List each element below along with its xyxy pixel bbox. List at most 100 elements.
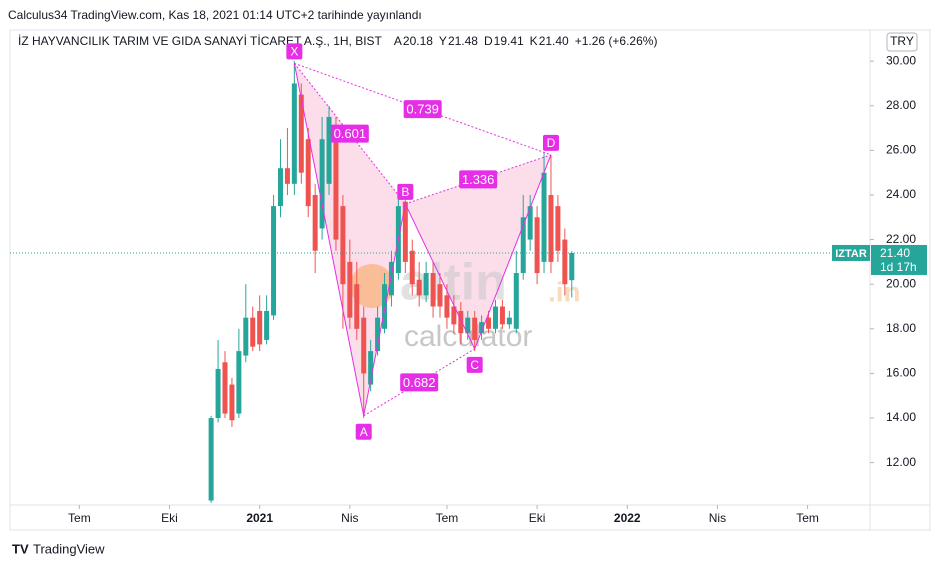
y-tick-label: 30.00 <box>886 53 916 67</box>
y-tick-label: 20.00 <box>886 276 916 290</box>
point-label: X <box>290 45 298 59</box>
candle-body <box>430 273 436 307</box>
point-box <box>397 183 414 200</box>
candle-body <box>402 201 408 262</box>
candle-body <box>465 317 471 334</box>
candle-body <box>486 317 492 329</box>
ratio-box <box>403 100 442 119</box>
x-tick-label: 2022 <box>614 511 641 525</box>
x-tick-label: 2021 <box>246 511 273 525</box>
candle-body <box>264 310 270 340</box>
candle-body <box>423 273 429 296</box>
pattern-fill-bcd <box>405 154 551 349</box>
last-price: 21.40 <box>880 246 910 260</box>
ohlc-value: 20.18 <box>403 34 433 48</box>
candle-body <box>222 362 228 414</box>
ohlc-value: 19.41 <box>494 34 524 48</box>
x-tick-label: Tem <box>796 511 819 525</box>
candle-body <box>326 116 332 184</box>
x-tick-label: Eki <box>161 511 178 525</box>
candle-body <box>361 317 367 374</box>
point-box <box>355 423 372 440</box>
candle-body <box>277 168 283 207</box>
candle-body <box>382 284 388 329</box>
candle-body <box>229 384 235 421</box>
ohlc-value: 21.40 <box>539 34 569 48</box>
x-tick-label: Eki <box>529 511 546 525</box>
currency[interactable]: TRY <box>890 34 914 48</box>
candle-body <box>375 317 381 352</box>
candle-body <box>354 284 360 329</box>
ratio-box <box>400 373 439 392</box>
ratio-box <box>459 170 498 189</box>
ohlc-label: K <box>530 34 538 48</box>
ticker: IZTAR <box>835 248 867 260</box>
candle-body <box>271 206 277 316</box>
y-tick-label: 16.00 <box>886 366 916 380</box>
candle-body <box>291 83 297 184</box>
candle-body <box>312 194 318 251</box>
ratio-label: 0.739 <box>406 102 439 117</box>
footer: TradingView <box>33 541 105 556</box>
candle-body <box>243 317 249 356</box>
candle-body <box>534 217 540 274</box>
point-label: B <box>401 185 409 199</box>
candle-body <box>298 94 304 173</box>
candle-body <box>513 273 519 329</box>
x-tick-label: Nis <box>341 511 358 525</box>
candle-body <box>250 317 256 347</box>
footer-logo: TV <box>12 541 29 556</box>
x-tick-label: Tem <box>68 511 91 525</box>
candle-body <box>409 250 415 285</box>
candle-body <box>562 239 568 285</box>
ratio-box <box>330 124 369 143</box>
candle-body <box>437 284 443 307</box>
candle-body <box>458 310 464 334</box>
price-tag <box>871 244 927 275</box>
ratio-label: 0.601 <box>334 126 367 141</box>
ratio-label: 1.336 <box>462 172 495 187</box>
ticker-tag <box>832 244 870 261</box>
candle-body <box>215 368 221 419</box>
candle-body <box>451 306 457 325</box>
point-box <box>286 43 303 60</box>
ohlc-label: Y <box>439 34 447 48</box>
candle-body <box>548 194 554 262</box>
x-tick-label: Tem <box>436 511 459 525</box>
candle-body <box>499 306 505 325</box>
candle-body <box>527 206 533 240</box>
candle-body <box>340 206 346 285</box>
point-label: C <box>470 358 479 372</box>
candle-body <box>555 206 561 251</box>
publisher: Calculus34 TradingView.com, Kas 18, 2021… <box>8 8 422 22</box>
y-tick-label: 26.00 <box>886 143 916 157</box>
candle-body <box>284 168 290 184</box>
point-box <box>542 134 559 151</box>
candle-body <box>472 317 478 340</box>
candle-body <box>569 252 575 281</box>
countdown: 1d 17h <box>880 260 917 274</box>
ratio-label: 0.682 <box>403 375 436 390</box>
y-tick-label: 14.00 <box>886 410 916 424</box>
candle-body <box>257 310 263 345</box>
point-box <box>466 356 483 373</box>
candle-body <box>416 279 422 296</box>
change: +1.26 (+6.26%) <box>575 34 658 48</box>
y-tick-label: 28.00 <box>886 98 916 112</box>
candle-body <box>479 322 485 334</box>
frame <box>9 29 931 531</box>
currency-button[interactable] <box>886 32 918 52</box>
point-label: A <box>360 425 368 439</box>
ohlc-label: A <box>394 34 402 48</box>
ohlc-label: D <box>484 34 493 48</box>
candle-body <box>333 128 339 240</box>
candle-body <box>347 261 353 318</box>
candle-body <box>208 418 214 501</box>
candle-body <box>305 139 311 207</box>
y-tick-label: 18.00 <box>886 321 916 335</box>
candle-body <box>444 295 450 318</box>
candle-body <box>520 217 526 274</box>
candle-body <box>506 317 512 325</box>
